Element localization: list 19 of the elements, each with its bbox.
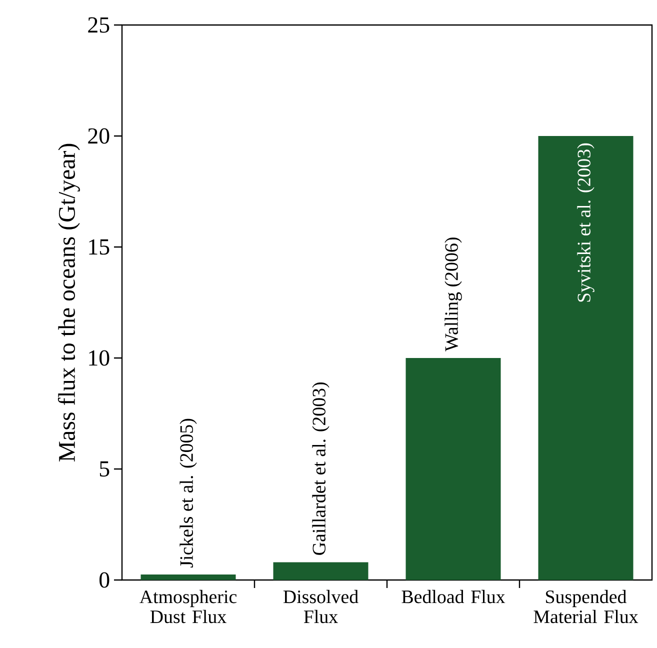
y-tick-label: 15 xyxy=(89,239,110,255)
x-tick-label: Suspended Material Flux xyxy=(534,590,638,624)
x-tick-label: Bedload Flux xyxy=(402,590,506,604)
bar xyxy=(273,562,368,580)
bar xyxy=(538,136,634,580)
annotation: Gaillardet et al. (2003) xyxy=(312,382,330,555)
annotation: Jickels et al. (2005) xyxy=(180,418,197,568)
y-tick-label: 20 xyxy=(88,128,110,144)
y-tick-label: 0 xyxy=(100,572,110,588)
y-axis-title: Mass flux to the oceans (Gt/year) xyxy=(58,144,80,462)
annotation: Walling (2006) xyxy=(444,238,462,352)
bar xyxy=(406,358,501,580)
annotation: Syvitski et al. (2003) xyxy=(577,143,594,302)
bar xyxy=(140,574,236,580)
y-tick-label: 25 xyxy=(88,17,110,33)
y-tick-label: 10 xyxy=(89,350,110,366)
x-tick-label: Dissolved Flux xyxy=(283,590,358,624)
y-tick-label: 5 xyxy=(100,461,110,477)
x-tick-label: Atmospheric Dust Flux xyxy=(140,590,237,624)
